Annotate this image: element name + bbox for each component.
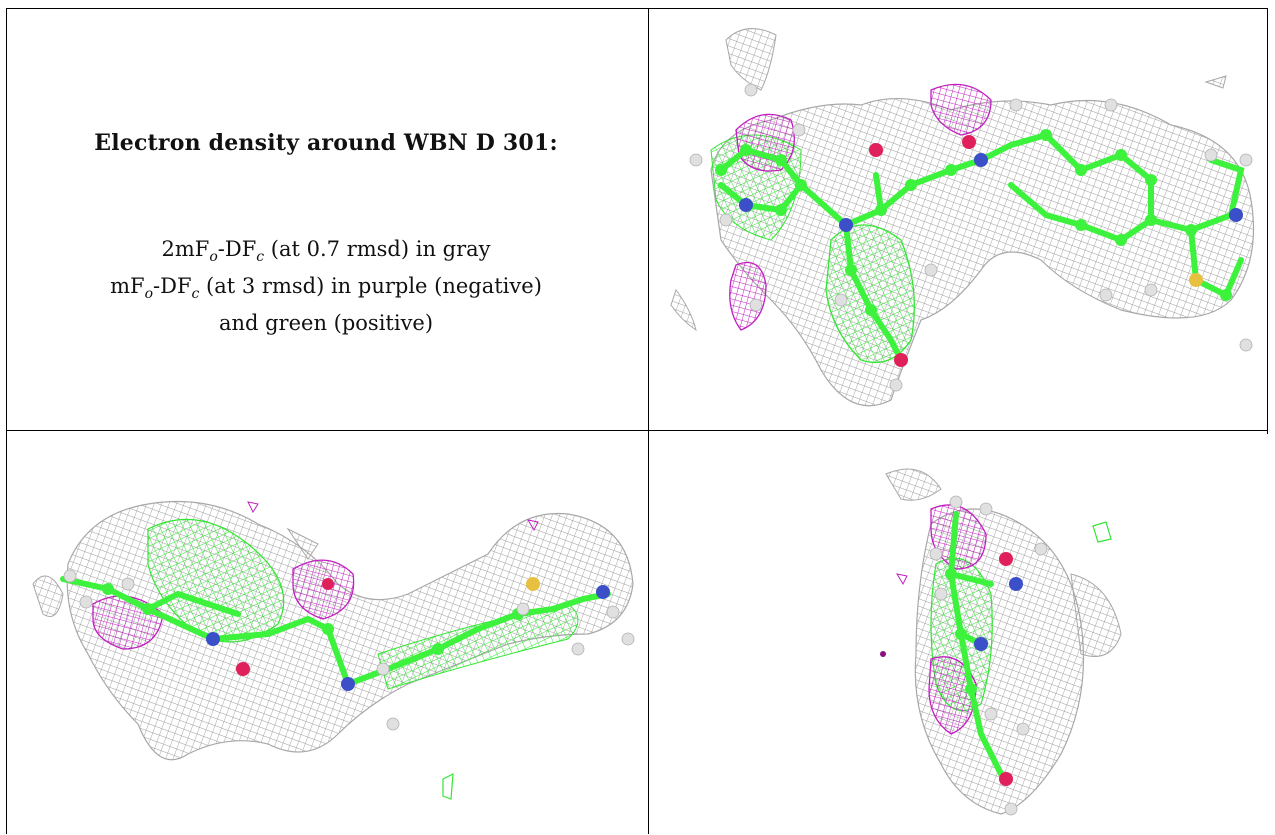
gray-density-mesh [885,468,1122,815]
panel-bottom-left [8,434,646,832]
caption-cell: Electron density around WBN D 301: 2mFo-… [6,8,646,430]
legend-line-positive: and green (positive) [218,311,434,336]
grid-left-border [6,8,7,834]
figure-grid: Electron density around WBN D 301: 2mFo-… [6,8,1268,834]
grid-right-border [1267,8,1268,434]
green-density-mesh [147,518,579,800]
molecule-atoms [689,83,1253,392]
legend-line-difference: mFo-DFc (at 3 rmsd) in purple (negative) [110,274,542,303]
panel-bottom-right [651,434,1265,832]
caption-legend: 2mFo-DFc (at 0.7 rmsd) in gray mFo-DFc (… [6,235,646,338]
legend-line-gray: 2mFo-DFc (at 0.7 rmsd) in gray [161,237,491,266]
panel-top-right [651,10,1265,428]
grid-middle-border [6,430,1268,431]
molecule-atoms [929,495,1048,816]
purple-density-mesh [880,504,987,735]
caption-title: Electron density around WBN D 301: [94,130,558,156]
grid-top-border [6,8,1268,9]
grid-center-divider [648,8,649,834]
molecule-atoms [63,569,635,731]
